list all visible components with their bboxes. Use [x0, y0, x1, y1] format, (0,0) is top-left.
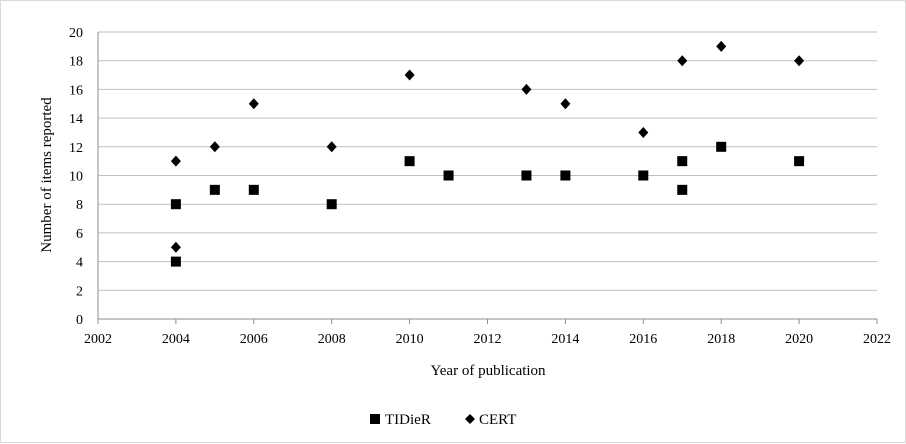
y-tick-label: 18 [69, 55, 83, 70]
point-tidier [716, 141, 727, 152]
legend-label-tidier: TIDieR [385, 412, 431, 428]
x-tick-label: 2016 [629, 332, 657, 347]
point-tidier [560, 170, 571, 181]
y-tick-label: 16 [69, 83, 83, 98]
point-tidier [248, 184, 259, 195]
y-tick-labels: 0 2 4 6 8 10 12 14 16 18 20 [69, 26, 83, 328]
point-tidier [794, 156, 805, 167]
axes [97, 32, 878, 324]
point-cert [209, 141, 220, 153]
legend-label-cert: CERT [479, 412, 516, 428]
point-tidier [209, 184, 220, 195]
y-tick-label: 12 [69, 141, 83, 156]
point-tidier [677, 156, 688, 167]
legend: TIDieR CERT [370, 412, 516, 428]
point-tidier [443, 170, 454, 181]
y-tick-label: 8 [76, 198, 83, 213]
point-tidier [677, 184, 688, 195]
data-points [170, 40, 805, 267]
point-tidier [521, 170, 532, 181]
point-tidier [326, 199, 337, 210]
x-tick-label: 2012 [474, 332, 502, 347]
y-tick-label: 6 [76, 227, 83, 242]
point-cert [716, 40, 727, 52]
point-cert [248, 98, 259, 110]
point-tidier [170, 199, 181, 210]
point-cert [521, 83, 532, 95]
x-tick-label: 2002 [84, 332, 112, 347]
legend-marker-tidier [370, 414, 380, 424]
point-cert [560, 98, 571, 110]
y-tick-label: 4 [76, 256, 83, 271]
point-cert [794, 55, 805, 67]
y-tick-label: 2 [76, 284, 83, 299]
x-tick-label: 2004 [162, 332, 190, 347]
point-cert [638, 126, 649, 138]
point-cert [170, 241, 181, 253]
x-tick-label: 2008 [318, 332, 346, 347]
y-tick-label: 10 [69, 170, 83, 185]
gridlines [98, 31, 877, 291]
legend-marker-cert [465, 414, 475, 424]
x-tick-label: 2020 [785, 332, 813, 347]
point-tidier [638, 170, 649, 181]
x-tick-label: 2018 [707, 332, 735, 347]
point-cert [404, 69, 415, 81]
x-tick-label: 2014 [551, 332, 579, 347]
point-cert [677, 55, 688, 67]
x-tick-label: 2022 [863, 332, 891, 347]
point-cert [170, 155, 181, 167]
point-cert [326, 141, 337, 153]
y-tick-label: 14 [69, 112, 83, 127]
y-axis-title: Number of items reported [39, 97, 55, 253]
x-tick-labels: 2002 2004 2006 2008 2010 2012 2014 2016 2018 2020… [84, 332, 891, 347]
point-tidier [404, 156, 415, 167]
y-tick-label: 0 [76, 313, 83, 328]
x-tick-label: 2006 [240, 332, 268, 347]
x-tick-label: 2010 [396, 332, 424, 347]
point-tidier [170, 256, 181, 267]
y-tick-label: 20 [69, 26, 83, 41]
x-axis-title: Year of publication [430, 363, 546, 379]
